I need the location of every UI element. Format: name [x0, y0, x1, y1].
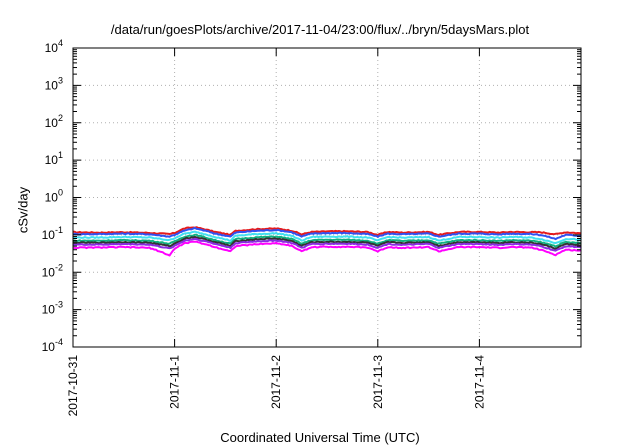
x-tick-label: 2017-10-31: [66, 355, 80, 417]
x-tick-label: 2017-11-4: [472, 355, 486, 409]
y-tick-label: 10-4: [42, 337, 63, 354]
x-axis-label: Coordinated Universal Time (UTC): [220, 430, 420, 445]
y-tick-label: 102: [45, 113, 63, 130]
series-line: [73, 226, 582, 237]
series-line: [72, 237, 582, 252]
y-tick-label: 10-1: [42, 225, 63, 242]
series-line: [72, 226, 582, 241]
series-line: [72, 235, 581, 250]
y-tick-label: 104: [45, 38, 63, 55]
chart-title: /data/run/goesPlots/archive/2017-11-04/2…: [110, 22, 530, 37]
series-line: [72, 230, 582, 244]
grid-lines: [73, 48, 581, 347]
series-line: [72, 233, 581, 248]
series-lines: [72, 226, 582, 257]
y-tick-label: 10-2: [42, 262, 63, 279]
y-tick-label: 10-3: [42, 300, 63, 317]
y-tick-label: 103: [45, 75, 63, 92]
y-tick-label: 100: [45, 188, 63, 205]
series-line: [72, 240, 582, 257]
x-tick-label: 2017-11-2: [269, 355, 283, 409]
x-tick-label: 2017-11-3: [371, 355, 385, 409]
y-tick-label: 101: [45, 150, 63, 167]
axis-ticks: 10-4 10-3 10-2 10-1 100 101 102 103 104 2017-10-3…: [42, 38, 581, 416]
x-tick-label: 2017-11-1: [168, 355, 182, 409]
